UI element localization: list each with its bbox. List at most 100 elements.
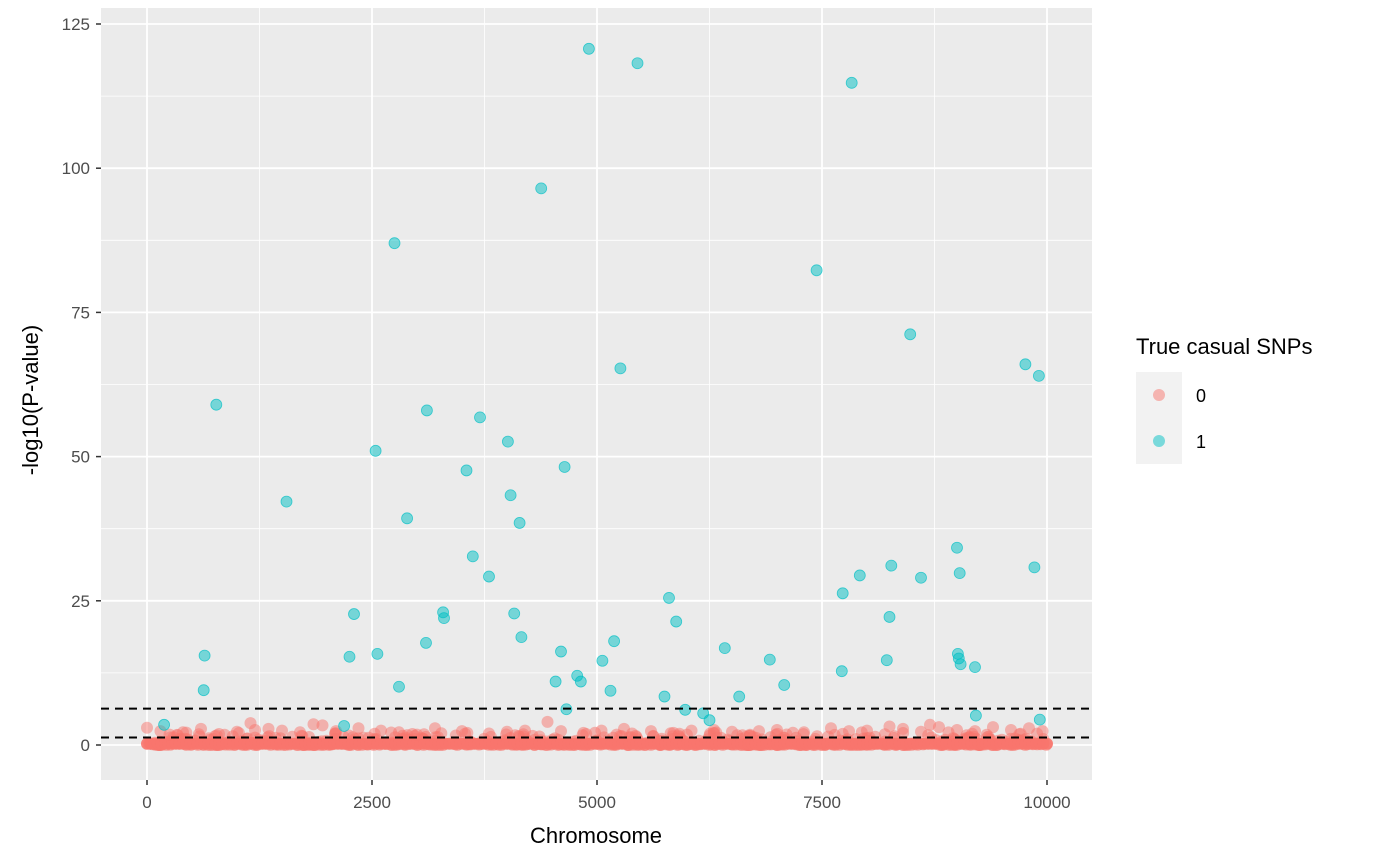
snp-point-1 bbox=[1033, 713, 1046, 726]
y-tick-label: 0 bbox=[81, 736, 90, 755]
snp-point-0 bbox=[897, 722, 909, 735]
snp-point-1 bbox=[703, 714, 716, 727]
snp-point-1 bbox=[197, 684, 210, 697]
snp-point-1 bbox=[951, 541, 963, 554]
snp-point-0 bbox=[1041, 737, 1053, 750]
snp-point-1 bbox=[198, 649, 211, 662]
snp-point-1 bbox=[343, 650, 356, 663]
snp-point-1 bbox=[953, 567, 966, 580]
snp-point-0 bbox=[708, 724, 720, 737]
snp-point-1 bbox=[338, 720, 351, 732]
snp-point-1 bbox=[604, 684, 617, 697]
snp-point-1 bbox=[614, 362, 627, 375]
snp-point-1 bbox=[420, 637, 432, 649]
snp-point-0 bbox=[249, 724, 261, 737]
x-tick-label: 10000 bbox=[1023, 793, 1070, 812]
snp-point-1 bbox=[504, 489, 517, 502]
snp-point-0 bbox=[595, 724, 608, 737]
snp-point-1 bbox=[763, 653, 776, 666]
snp-point-0 bbox=[541, 715, 554, 728]
snp-point-1 bbox=[535, 182, 548, 195]
snp-point-1 bbox=[555, 645, 567, 658]
snp-point-0 bbox=[969, 725, 981, 738]
axes: 0 2500 5000 7500 10000 0 25 50 75 100 125 bbox=[62, 15, 1071, 812]
snp-point-0 bbox=[843, 725, 855, 738]
snp-point-1 bbox=[880, 654, 893, 667]
snp-point-1 bbox=[904, 328, 917, 341]
snp-point-1 bbox=[549, 675, 562, 688]
legend-key-point-0 bbox=[1153, 389, 1165, 401]
snp-point-0 bbox=[177, 726, 189, 739]
snp-point-1 bbox=[631, 57, 644, 70]
snp-point-0 bbox=[375, 724, 387, 737]
snp-point-0 bbox=[456, 725, 468, 738]
snp-point-1 bbox=[733, 690, 746, 703]
snp-point-0 bbox=[1005, 724, 1017, 737]
snp-point-1 bbox=[371, 647, 384, 660]
snp-point-1 bbox=[954, 658, 967, 671]
snp-point-1 bbox=[348, 608, 360, 620]
x-tick-label: 7500 bbox=[803, 793, 841, 812]
snp-point-1 bbox=[658, 690, 671, 703]
legend-key-point-1 bbox=[1153, 435, 1165, 447]
snp-point-1 bbox=[508, 607, 521, 620]
snp-point-0 bbox=[262, 722, 275, 735]
snp-point-1 bbox=[845, 76, 858, 89]
snp-point-1 bbox=[778, 679, 791, 691]
snp-point-1 bbox=[158, 718, 171, 731]
snp-point-0 bbox=[987, 721, 999, 734]
snp-point-0 bbox=[411, 728, 423, 741]
snp-point-0 bbox=[519, 724, 531, 737]
snp-point-0 bbox=[231, 725, 243, 738]
snp-point-1 bbox=[474, 411, 486, 424]
snp-point-0 bbox=[483, 727, 495, 740]
x-tick-label: 0 bbox=[142, 793, 151, 812]
snp-point-1 bbox=[280, 495, 293, 508]
snp-point-1 bbox=[835, 665, 848, 678]
snp-point-1 bbox=[663, 592, 675, 604]
x-tick-label: 5000 bbox=[578, 793, 616, 812]
data-points bbox=[141, 42, 1053, 751]
snp-point-0 bbox=[798, 726, 810, 739]
snp-point-0 bbox=[667, 726, 680, 739]
snp-point-0 bbox=[924, 718, 936, 731]
snp-point-0 bbox=[771, 724, 783, 737]
snp-point-0 bbox=[577, 726, 590, 739]
snp-point-1 bbox=[969, 661, 981, 674]
snp-point-1 bbox=[670, 615, 683, 628]
y-tick-label: 50 bbox=[71, 448, 90, 467]
snp-point-1 bbox=[1028, 561, 1041, 574]
snp-point-0 bbox=[195, 722, 207, 735]
y-tick-label: 25 bbox=[71, 592, 90, 611]
snp-point-1 bbox=[210, 398, 223, 411]
snp-point-1 bbox=[558, 461, 571, 473]
snp-point-0 bbox=[276, 724, 288, 737]
snp-point-0 bbox=[753, 725, 765, 738]
snp-point-1 bbox=[885, 559, 898, 572]
snp-point-0 bbox=[726, 725, 738, 738]
legend-label-1: 1 bbox=[1196, 432, 1206, 452]
threshold-lines bbox=[101, 707, 1092, 739]
snp-point-1 bbox=[501, 435, 514, 448]
snp-point-0 bbox=[933, 721, 945, 734]
snp-point-0 bbox=[645, 725, 657, 738]
snp-point-0 bbox=[618, 722, 630, 735]
snp-point-0 bbox=[307, 718, 320, 731]
snp-point-1 bbox=[596, 654, 609, 667]
snp-point-1 bbox=[915, 571, 927, 584]
snp-point-0 bbox=[393, 726, 405, 739]
snp-point-1 bbox=[1033, 369, 1045, 382]
snp-point-0 bbox=[429, 722, 441, 735]
snp-point-1 bbox=[388, 237, 401, 250]
snp-point-0 bbox=[555, 725, 567, 738]
snp-point-1 bbox=[836, 587, 849, 600]
snp-point-0 bbox=[1023, 722, 1035, 735]
snp-point-0 bbox=[685, 724, 698, 737]
snp-point-0 bbox=[141, 721, 153, 734]
y-tick-label: 125 bbox=[62, 15, 90, 34]
snp-point-1 bbox=[608, 635, 620, 648]
snp-point-1 bbox=[583, 42, 595, 55]
snp-point-0 bbox=[915, 725, 927, 738]
snp-point-1 bbox=[513, 517, 526, 529]
